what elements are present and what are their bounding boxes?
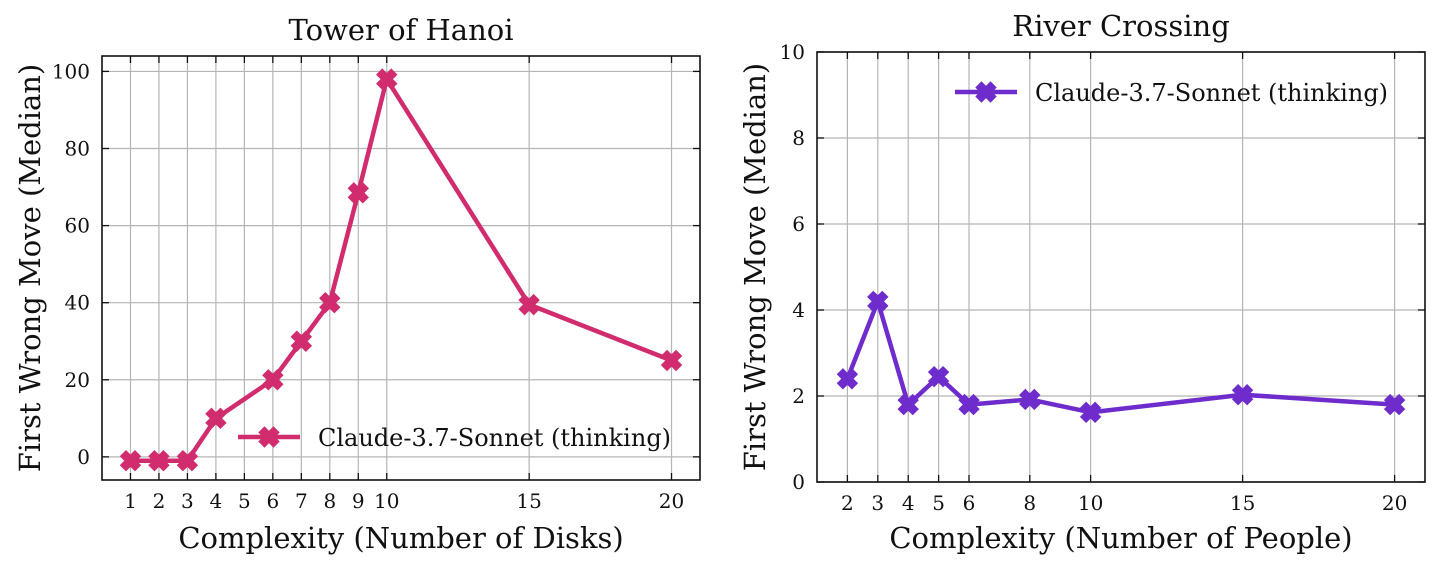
data-point — [119, 450, 142, 472]
data-point — [897, 393, 919, 416]
data-point — [836, 368, 859, 390]
legend-label: Claude-3.7-Sonnet (thinking) — [1035, 79, 1388, 107]
x-tick-label: 4 — [902, 491, 915, 515]
x-tick-label: 5 — [238, 489, 251, 513]
data-point — [927, 365, 950, 388]
chart-title: River Crossing — [1012, 9, 1230, 43]
legend-marker — [258, 426, 280, 448]
x-tick-label: 8 — [323, 489, 336, 513]
x-tick-label: 15 — [1230, 491, 1255, 515]
chart-tower-of-hanoi: 1 2 3 4 5 6 7 8 9 10 15 20 0 20 40 60 80 100 Tower of Hano… — [13, 13, 701, 555]
data-point — [1231, 384, 1254, 406]
data-point — [1079, 401, 1102, 424]
data-point — [262, 369, 284, 391]
y-tick-label: 40 — [65, 291, 90, 315]
data-point — [1019, 388, 1041, 411]
data-point — [205, 407, 227, 430]
y-tick-label: 0 — [792, 470, 805, 494]
x-tick-label: 6 — [266, 489, 279, 513]
y-tick-label: 8 — [792, 126, 805, 150]
y-tick-label: 6 — [792, 212, 805, 236]
data-point — [176, 450, 199, 472]
data-point — [1383, 393, 1406, 416]
x-tick-label: 10 — [374, 489, 399, 513]
y-axis-label: First Wrong Move (Median) — [13, 64, 47, 473]
y-tick-label: 100 — [52, 59, 90, 83]
x-tick-label: 4 — [210, 489, 223, 513]
series-line — [130, 76, 673, 463]
y-tick-label: 80 — [65, 137, 90, 161]
legend-label: Claude-3.7-Sonnet (thinking) — [318, 424, 671, 452]
x-axis-label: Complexity (Number of Disks) — [178, 521, 623, 555]
data-point — [290, 330, 313, 352]
data-point — [319, 291, 341, 314]
y-tick-label: 0 — [77, 445, 90, 469]
x-tick-label: 3 — [871, 491, 884, 515]
x-tick-label: 8 — [1023, 491, 1036, 515]
x-tick-label: 10 — [1078, 491, 1103, 515]
legend-marker — [975, 81, 997, 103]
data-point — [867, 290, 889, 313]
y-tick-label: 4 — [792, 298, 805, 322]
x-tick-label: 6 — [963, 491, 976, 515]
x-tick-label: 1 — [124, 489, 137, 513]
data-point — [347, 182, 369, 204]
x-tick-label: 2 — [841, 491, 854, 515]
data-point — [518, 293, 540, 316]
x-tick-label: 20 — [659, 489, 684, 513]
y-tick-label: 20 — [65, 368, 90, 392]
x-tick-label: 2 — [153, 489, 166, 513]
x-tick-label: 15 — [516, 489, 541, 513]
data-point — [376, 68, 398, 90]
x-tick-label: 5 — [932, 491, 945, 515]
data-point — [148, 450, 170, 472]
plot-frame — [816, 51, 1426, 483]
y-tick-label: 2 — [792, 384, 805, 408]
data-point — [958, 393, 980, 416]
data-point — [660, 349, 683, 372]
x-tick-label: 3 — [181, 489, 194, 513]
x-tick-label: 9 — [352, 489, 365, 513]
plot-frame — [101, 55, 701, 481]
x-tick-label: 7 — [295, 489, 308, 513]
y-axis-label: First Wrong Move (Median) — [738, 63, 772, 472]
y-tick-label: 10 — [780, 40, 805, 64]
chart-title: Tower of Hanoi — [288, 13, 513, 47]
x-tick-label: 20 — [1382, 491, 1407, 515]
y-tick-label: 60 — [65, 214, 90, 238]
x-axis-label: Complexity (Number of People) — [889, 521, 1352, 555]
